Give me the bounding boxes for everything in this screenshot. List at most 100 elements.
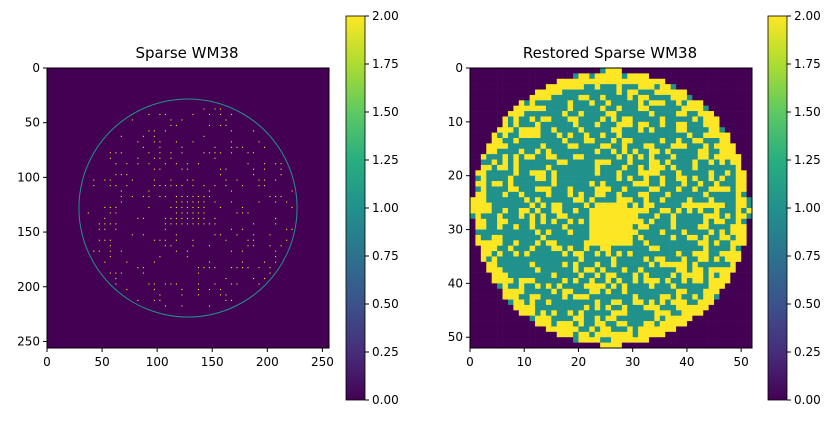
right-heatmap-cell xyxy=(535,331,541,338)
right-heatmap-cell xyxy=(507,105,514,112)
right-heatmap-cell xyxy=(654,310,661,316)
left-defect-point xyxy=(275,217,277,219)
right-heatmap-cell xyxy=(741,84,747,90)
right-heatmap-cell xyxy=(676,68,682,74)
left-defect-point xyxy=(197,272,200,274)
right-heatmap-cell xyxy=(556,143,563,150)
right-heatmap-cell xyxy=(719,181,726,187)
left-defect-point xyxy=(109,239,111,241)
right-heatmap-cell xyxy=(524,68,530,74)
right-heatmap-cell xyxy=(600,288,606,295)
right-heatmap-cell xyxy=(681,294,688,300)
right-heatmap-cell xyxy=(513,234,520,241)
right-heatmap-cell xyxy=(551,321,558,327)
right-heatmap-cell xyxy=(529,78,536,85)
right-heatmap-cell xyxy=(540,116,547,123)
right-heatmap-cell xyxy=(540,294,547,300)
left-defect-point xyxy=(170,179,172,181)
right-heatmap-cell xyxy=(703,288,709,295)
right-heatmap-cell xyxy=(567,175,574,182)
right-heatmap-cell xyxy=(724,138,731,144)
right-heatmap-cell xyxy=(670,197,677,203)
right-heatmap-cell xyxy=(535,213,541,220)
right-heatmap-cell xyxy=(708,342,715,349)
right-heatmap-cell xyxy=(573,111,579,117)
right-heatmap-cell xyxy=(708,138,715,144)
right-heatmap-cell xyxy=(480,315,487,322)
right-heatmap-cell xyxy=(670,170,677,176)
right-heatmap-cell xyxy=(697,186,704,193)
right-heatmap-cell xyxy=(714,208,720,214)
right-heatmap-cell xyxy=(594,208,601,214)
left-defect-point xyxy=(98,228,100,230)
right-heatmap-cell xyxy=(529,197,536,203)
right-heatmap-cell xyxy=(654,240,661,246)
left-defect-point xyxy=(175,212,177,214)
right-heatmap-cell xyxy=(573,245,579,252)
right-heatmap-cell xyxy=(741,213,747,220)
right-heatmap-cell xyxy=(589,148,596,155)
left-xtick-label: 50 xyxy=(94,355,109,369)
right-heatmap-cell xyxy=(497,89,503,96)
right-heatmap-cell xyxy=(719,288,726,295)
right-heatmap-cell xyxy=(562,143,568,150)
right-heatmap-cell xyxy=(670,208,677,214)
right-heatmap-cell xyxy=(621,111,628,117)
left-defect-point xyxy=(203,185,205,187)
right-heatmap-cell xyxy=(681,148,688,155)
right-heatmap-cell xyxy=(545,321,552,327)
right-heatmap-cell xyxy=(621,159,628,166)
right-heatmap-cell xyxy=(719,224,726,230)
left-defect-point xyxy=(252,174,255,176)
right-heatmap-cell xyxy=(697,245,704,252)
left-colorbar-tick-label: 2.00 xyxy=(372,9,399,23)
right-heatmap-cell xyxy=(497,132,503,139)
left-defect-point xyxy=(153,299,155,301)
right-heatmap-cell xyxy=(648,256,655,263)
right-heatmap-cell xyxy=(627,294,633,300)
right-heatmap-cell xyxy=(611,116,617,123)
right-heatmap-cell xyxy=(475,127,482,133)
right-heatmap-cell xyxy=(545,186,552,193)
right-heatmap-cell xyxy=(502,272,509,279)
right-heatmap-cell xyxy=(676,186,682,193)
left-defect-point xyxy=(153,185,155,187)
right-colorbar-tick-label: 0.75 xyxy=(794,249,821,263)
right-heatmap-cell xyxy=(540,105,547,112)
right-heatmap-cell xyxy=(611,251,617,257)
right-heatmap-cell xyxy=(741,278,747,284)
right-heatmap-cell xyxy=(535,304,541,311)
right-heatmap-cell xyxy=(616,267,623,273)
right-heatmap-cell xyxy=(681,202,688,209)
right-heatmap-cell xyxy=(605,229,612,236)
right-heatmap-cell xyxy=(518,261,525,268)
right-heatmap-cell xyxy=(616,73,623,80)
right-heatmap-cell xyxy=(735,78,742,85)
right-heatmap-cell xyxy=(502,100,509,106)
right-heatmap-cell xyxy=(475,331,482,338)
right-heatmap-cell xyxy=(486,315,492,322)
right-heatmap-cell xyxy=(583,68,590,74)
right-heatmap-cell xyxy=(480,121,487,128)
left-defect-point xyxy=(192,212,194,214)
right-heatmap-cell xyxy=(589,105,596,112)
right-heatmap-cell xyxy=(507,121,514,128)
right-heatmap-cell xyxy=(535,197,541,203)
right-heatmap-cell xyxy=(632,181,639,187)
right-heatmap-cell xyxy=(480,267,487,273)
right-heatmap-cell xyxy=(724,121,731,128)
right-heatmap-cell xyxy=(676,261,682,268)
right-heatmap-cell xyxy=(714,164,720,171)
right-heatmap-cell xyxy=(507,310,514,316)
right-heatmap-cell xyxy=(654,272,661,279)
right-heatmap-cell xyxy=(573,294,579,300)
right-heatmap-cell xyxy=(594,342,601,349)
right-heatmap-cell xyxy=(621,121,628,128)
right-heatmap-cell xyxy=(556,256,563,263)
right-heatmap-cell xyxy=(681,197,688,203)
right-heatmap-cell xyxy=(724,278,731,284)
right-heatmap-cell xyxy=(697,170,704,176)
right-heatmap-cell xyxy=(632,245,639,252)
right-heatmap-cell xyxy=(513,170,520,176)
right-heatmap-cell xyxy=(535,89,541,96)
